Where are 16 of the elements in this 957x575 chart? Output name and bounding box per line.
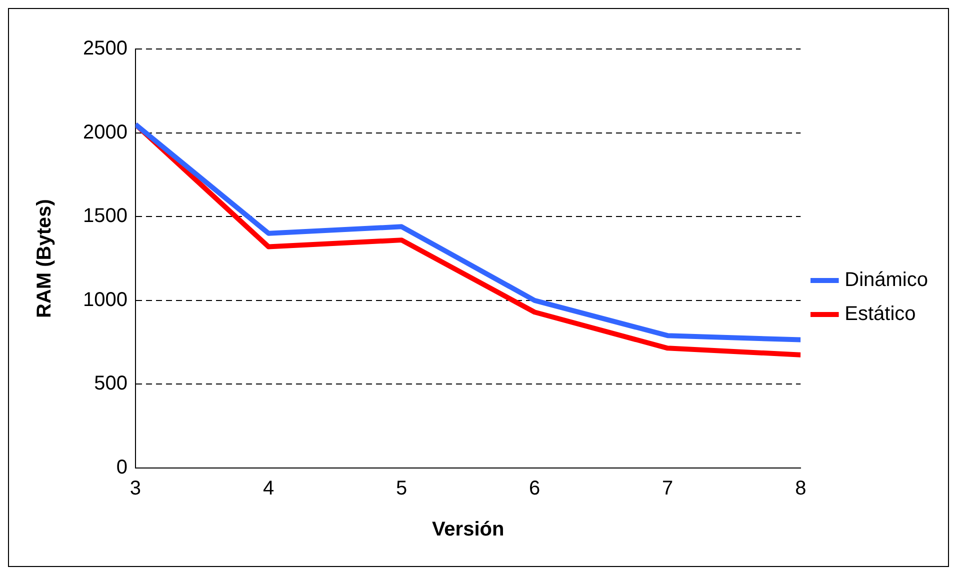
y-tick-label: 1000 bbox=[82, 288, 128, 311]
x-axis-title: Versión bbox=[432, 518, 504, 541]
y-tick-label: 0 bbox=[116, 456, 128, 479]
x-tick-label: 6 bbox=[529, 478, 540, 500]
y-tick-label: 2000 bbox=[82, 121, 128, 144]
x-tick-label: 5 bbox=[396, 478, 408, 500]
y-tick-label: 2500 bbox=[82, 38, 128, 60]
x-tick-label: 4 bbox=[262, 478, 274, 500]
x-tick-label: 3 bbox=[130, 478, 142, 500]
x-tick-label: 8 bbox=[795, 478, 806, 500]
legend-label: Estático bbox=[844, 303, 916, 326]
legend-label: Dinámico bbox=[844, 269, 928, 292]
y-axis-title: RAM (Bytes) bbox=[34, 199, 56, 318]
y-tick-label: 500 bbox=[94, 372, 128, 395]
x-tick-label: 7 bbox=[662, 478, 674, 500]
y-tick-label: 1500 bbox=[82, 205, 128, 228]
